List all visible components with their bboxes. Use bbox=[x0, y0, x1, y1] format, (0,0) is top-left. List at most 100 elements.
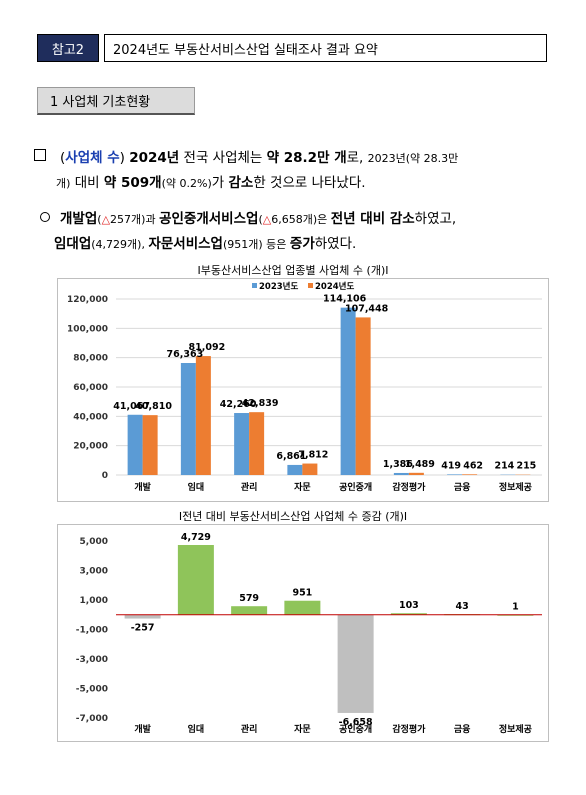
bar-2023년도 bbox=[393, 472, 409, 475]
data-label: 215 bbox=[516, 461, 536, 472]
x-tick-label: 관리 bbox=[241, 481, 258, 493]
bar bbox=[390, 613, 427, 615]
data-label: -257 bbox=[131, 623, 155, 634]
bar bbox=[177, 544, 214, 615]
detail-text: 257개)과 bbox=[110, 213, 160, 226]
chart2-svg: 5,000 3,000 1,000 -1,000 -3,000 -5,000 -7,000 -… bbox=[76, 532, 542, 735]
bar-2024년도 bbox=[355, 317, 371, 475]
detail-text: 전년 대비 감소 bbox=[330, 211, 415, 227]
legend-swatch bbox=[308, 283, 313, 288]
x-tick-label: 정보제공 bbox=[499, 481, 532, 493]
y-tick-label: 100,000 bbox=[67, 324, 108, 334]
summary-text: 한 것으로 나타났다. bbox=[253, 175, 366, 191]
y-tick-label: 5,000 bbox=[80, 537, 108, 547]
circle-bullet-icon bbox=[40, 212, 50, 222]
data-label: 1 bbox=[512, 602, 519, 613]
y-tick-label: 0 bbox=[102, 471, 108, 481]
reference-tag: 참고2 bbox=[37, 34, 99, 62]
summary-diff: 약 509개 bbox=[103, 175, 162, 191]
summary-text: 가 bbox=[211, 175, 229, 191]
summary-prev: 개) bbox=[56, 177, 71, 190]
detail-text: (4,729개), bbox=[91, 238, 149, 251]
bar-2023년도 bbox=[447, 474, 463, 475]
summary-count: 약 28.2만 개 bbox=[266, 150, 347, 166]
triangle-icon: △ bbox=[262, 213, 272, 226]
summary-text: 전국 사업체는 bbox=[179, 150, 267, 166]
bar bbox=[337, 614, 374, 713]
summary-prev: 2023년(약 28.3만 bbox=[367, 152, 459, 165]
y-tick-label: 1,000 bbox=[80, 596, 108, 606]
detail-text: ( bbox=[258, 213, 263, 226]
section-title: 1 사업체 기초현황 bbox=[37, 87, 195, 115]
chart2-title: I전년 대비 부동산서비스산업 사업체 수 증감 (개)I bbox=[178, 510, 408, 523]
bar bbox=[284, 600, 321, 615]
data-label: 4,729 bbox=[181, 532, 211, 543]
bar-2023년도 bbox=[287, 464, 303, 475]
summary-text: 대비 bbox=[70, 175, 104, 191]
data-label: 114,106 bbox=[323, 294, 367, 305]
x-tick-label: 자문 bbox=[294, 481, 311, 493]
data-label: 1,489 bbox=[405, 459, 435, 470]
data-label: -6,658 bbox=[339, 717, 373, 728]
x-tick-label: 공인중개 bbox=[339, 481, 372, 493]
bar-2024년도 bbox=[142, 415, 158, 475]
bar-2024년도 bbox=[249, 412, 265, 475]
x-tick-label: 감정평가 bbox=[392, 723, 426, 735]
y-tick-label: -3,000 bbox=[76, 655, 108, 665]
detail-paragraph: 개발업(△257개)과 공인중개서비스업(△6,658개)은 전년 대비 감소하… bbox=[40, 207, 560, 257]
data-label: 462 bbox=[463, 460, 483, 471]
x-tick-label: 개발 bbox=[134, 723, 151, 735]
x-tick-label: 정보제공 bbox=[499, 723, 532, 735]
bar-2024년도 bbox=[462, 474, 478, 475]
data-label: 41,067 bbox=[113, 401, 150, 412]
data-label: 579 bbox=[239, 593, 259, 604]
detail-text: 하였다. bbox=[314, 236, 357, 252]
data-label: 81,092 bbox=[189, 342, 226, 353]
triangle-icon: △ bbox=[101, 213, 111, 226]
bar-2023년도 bbox=[340, 307, 356, 475]
x-tick-label: 감정평가 bbox=[392, 481, 426, 493]
summary-decrease: 감소 bbox=[228, 175, 254, 191]
x-tick-label: 금융 bbox=[454, 724, 471, 735]
bar-2023년도 bbox=[180, 363, 196, 475]
y-tick-label: -1,000 bbox=[76, 626, 108, 636]
x-tick-label: 임대 bbox=[188, 481, 205, 493]
detail-text: 임대업 bbox=[54, 236, 92, 252]
square-bullet-icon bbox=[34, 149, 46, 161]
summary-paragraph: (사업체 수) 2024년 전국 사업체는 약 28.2만 개로, 2023년(… bbox=[34, 146, 559, 196]
chart2-frame: 5,000 3,000 1,000 -1,000 -3,000 -5,000 -7,000 -… bbox=[57, 524, 549, 742]
detail-text: (951개) 등은 bbox=[222, 238, 290, 251]
y-tick-label: 80,000 bbox=[73, 354, 108, 364]
detail-text: 개발업 bbox=[60, 211, 98, 227]
detail-text: 증가 bbox=[289, 236, 315, 252]
bar-2023년도 bbox=[234, 413, 250, 475]
x-tick-label: 자문 bbox=[294, 723, 311, 735]
detail-text: 공인중개서비스업 bbox=[159, 211, 259, 227]
legend-label: 2023년도 bbox=[259, 281, 298, 292]
summary-pct: (약 0.2%) bbox=[161, 177, 212, 190]
y-tick-label: 20,000 bbox=[73, 442, 108, 452]
chart1-frame: 120,000 100,000 80,000 60,000 40,000 20,000 0 4… bbox=[57, 278, 549, 502]
chart1-svg: 120,000 100,000 80,000 60,000 40,000 20,000 0 4… bbox=[67, 281, 542, 493]
bar-2024년도 bbox=[195, 356, 211, 475]
bar bbox=[231, 606, 268, 615]
detail-text: 6,658개)은 bbox=[271, 213, 331, 226]
chart1-title: I부동산서비스산업 업종별 사업체 수 (개)I bbox=[197, 264, 389, 277]
data-label: 76,363 bbox=[167, 349, 204, 360]
header-bar: 참고2 2024년도 부동산서비스산업 실태조사 결과 요약 bbox=[37, 34, 547, 62]
data-label: 951 bbox=[292, 588, 312, 599]
summary-label: 사업체 수 bbox=[65, 150, 120, 166]
bar-2024년도 bbox=[302, 463, 318, 475]
y-tick-label: 40,000 bbox=[73, 412, 108, 422]
y-tick-label: 3,000 bbox=[80, 567, 108, 577]
detail-text: ( bbox=[97, 213, 102, 226]
data-label: 214 bbox=[494, 461, 514, 472]
summary-year: 2024년 bbox=[129, 150, 180, 166]
y-tick-label: 120,000 bbox=[67, 295, 108, 305]
detail-text: 자문서비스업 bbox=[148, 236, 223, 252]
data-label: 107,448 bbox=[345, 303, 389, 314]
data-label: 40,810 bbox=[135, 401, 172, 412]
legend-swatch bbox=[252, 283, 257, 288]
summary-text: 로, bbox=[346, 150, 368, 166]
page-title: 2024년도 부동산서비스산업 실태조사 결과 요약 bbox=[104, 34, 547, 62]
